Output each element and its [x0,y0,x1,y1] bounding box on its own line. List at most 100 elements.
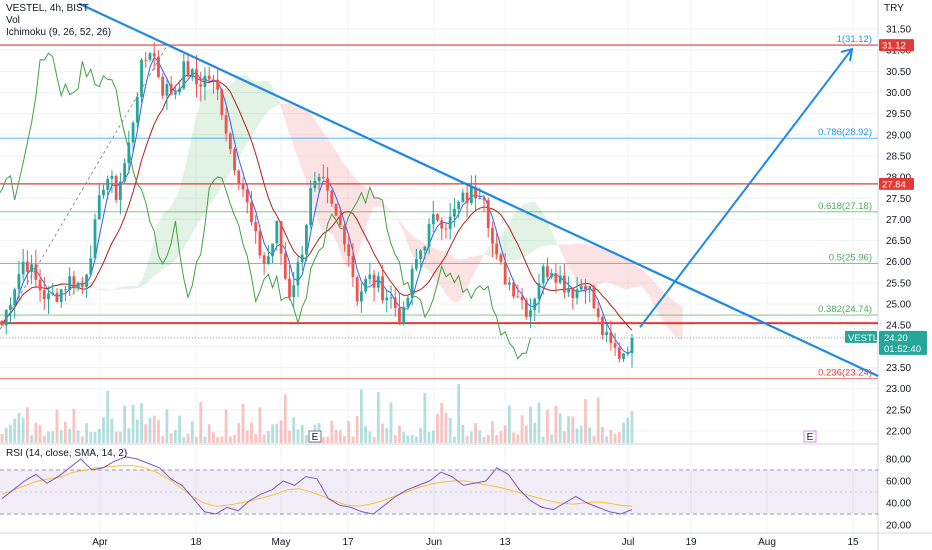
candle-body [300,254,304,263]
time-tick-label: 18 [190,537,202,548]
volume-bar [42,435,46,443]
candle-body [97,195,101,220]
candle-body [123,163,127,182]
volume-bar [626,418,630,443]
volume-bar [34,422,38,443]
cloud-segment [648,276,654,304]
candle-body [93,219,97,259]
rsi-tick-label: 60.00 [886,477,911,488]
candle-body [440,220,444,229]
time-tick-label: 17 [342,537,354,548]
candle-body [550,273,554,277]
volume-bar [495,435,499,443]
candle-body [541,266,545,284]
volume-bar [76,430,80,443]
ichimoku-legend[interactable]: Ichimoku (9, 26, 52, 26) [6,27,112,38]
candle-body [562,275,566,293]
candle-body [465,192,469,204]
volume-bar [190,421,194,443]
volume-bar [372,436,376,443]
volume-bar [326,436,329,443]
cloud-segment [243,74,248,151]
horizontal-levels [0,44,878,325]
volume-bar [237,422,241,443]
fib-label: 0.236(23.24) [818,368,872,379]
volume-bar [605,436,609,443]
cloud-segment [327,137,332,235]
cloud-segment [145,254,150,284]
dashed-trendline [0,45,168,330]
candle-body [414,258,418,269]
cloud-segment [188,132,193,242]
volume-bar [173,430,177,443]
projection-arrow[interactable] [639,47,854,328]
cloud-segment [128,285,134,289]
cloud-segment [251,79,256,137]
fib-label: 1(31.12) [837,34,872,45]
candle-body [338,215,342,226]
cloud-segment [615,252,620,287]
candle-body [609,331,613,344]
time-tick-label: Jul [622,537,635,548]
cloud-segment [598,245,603,286]
candle-body [482,197,486,201]
volume-bar [245,430,249,443]
trendline[interactable] [0,2,879,377]
cloud-segment [581,244,586,294]
symbol-legend[interactable]: VESTEL, 4h, BIST [6,3,89,14]
candle-body [195,69,198,85]
volume-legend[interactable]: Vol [6,15,20,26]
candle-body [110,175,114,179]
symbol-tag-label: VESTL [848,333,878,344]
candle-body [173,92,177,95]
cloud-segment [166,205,172,267]
candle-body [596,308,600,318]
cloud-segment [116,286,121,290]
candle-body [575,289,579,299]
candle-body [453,208,456,217]
volume-bar [512,432,516,443]
candle-body [241,184,245,190]
cloud-segment [95,285,100,290]
arrow-head [840,47,854,62]
rsi-tick-label: 80.00 [886,455,911,466]
fib-label: 0.618(27.18) [818,201,872,212]
candle-body [72,276,76,289]
currency-label: TRY [884,3,904,14]
volume-bar [571,416,575,443]
time-axis[interactable]: Apr 18 May 17 Jun 13 Jul 19 Aug 15 [92,537,859,548]
cloud-segment [568,244,573,274]
volume-bar [617,432,621,443]
volume-bar [453,436,456,443]
volume-bar [144,424,148,443]
cloud-segment [412,235,417,262]
price-tick-label: 23.50 [886,363,911,374]
candle-body [499,254,503,263]
time-tick-label: 13 [499,537,511,548]
candle-body [461,192,465,202]
cloud-segment [530,201,535,253]
candle-body [478,197,482,199]
volume-bar [152,415,156,443]
volume-bar [89,432,93,443]
rsi-legend[interactable]: RSI (14, close, SMA, 14, 2) [6,448,128,459]
candle-body [258,231,262,256]
candle-body [469,187,473,204]
cloud-segment [69,288,74,301]
candle-body [144,59,148,61]
candle-body [626,353,630,355]
cloud-segment [577,243,582,290]
candle-body [51,292,55,294]
candle-body [313,180,317,189]
candle-body [524,300,528,317]
candle-body [512,282,516,297]
candle-body [389,297,393,299]
cloud-segment [589,244,594,295]
volume-bar [271,424,275,443]
candle-body [292,285,296,298]
time-tick-label: 15 [847,537,859,548]
cloud-segment [593,244,599,289]
cloud-segment [352,175,358,267]
